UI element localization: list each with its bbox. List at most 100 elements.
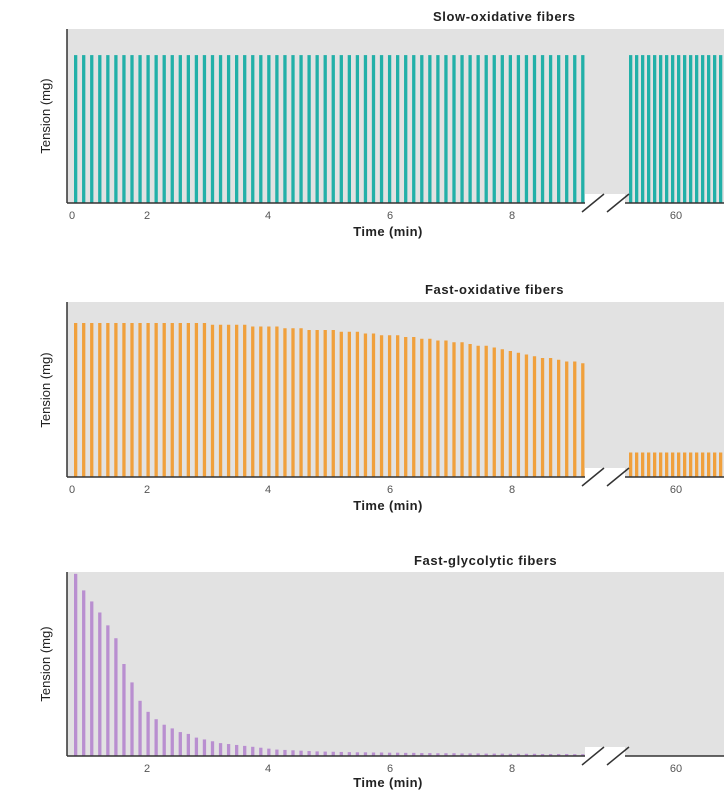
bar	[371, 333, 376, 477]
bar	[315, 751, 319, 756]
bar	[635, 452, 639, 477]
bar	[713, 452, 717, 477]
fast-glycolytic-title: Fast-glycolytic fibers	[414, 553, 557, 568]
bar	[331, 55, 335, 203]
bar	[339, 55, 343, 203]
bar	[516, 753, 521, 756]
bar	[235, 55, 239, 203]
bar	[114, 323, 118, 477]
bar	[500, 349, 504, 477]
bar	[218, 324, 223, 477]
bar	[387, 752, 392, 756]
fast-glycolytic-axis-break	[581, 746, 630, 766]
bar	[396, 752, 400, 756]
bar	[420, 338, 424, 477]
bar	[713, 55, 717, 203]
bar	[130, 682, 134, 756]
bar	[283, 55, 287, 203]
bar	[74, 573, 78, 756]
bar	[444, 55, 448, 203]
bar	[347, 331, 351, 477]
bar	[707, 55, 711, 203]
bar	[138, 55, 142, 203]
x-tick-label: 4	[265, 484, 271, 496]
bar	[243, 324, 247, 477]
fast-glycolytic-bars	[74, 573, 585, 756]
bar	[581, 754, 585, 756]
bar	[218, 55, 223, 203]
bar	[683, 452, 687, 477]
bar	[267, 748, 271, 756]
bar	[194, 323, 199, 477]
bar	[106, 323, 110, 477]
bar	[532, 356, 537, 477]
bar	[524, 354, 529, 477]
bar	[573, 361, 577, 477]
bar	[524, 55, 529, 203]
bar	[557, 753, 561, 756]
bar	[404, 337, 408, 477]
bar	[138, 700, 142, 756]
fast-oxidative-title: Fast-oxidative fibers	[425, 282, 564, 297]
bar	[677, 55, 681, 203]
bar	[468, 344, 472, 477]
bar	[291, 328, 295, 477]
bar	[508, 351, 512, 477]
fast-glycolytic-panel: Fast-glycolytic fibers Tension (mg) 2 4 …	[38, 553, 724, 790]
bar	[186, 323, 190, 477]
bar	[323, 751, 327, 756]
bar	[307, 330, 311, 477]
bar	[259, 326, 263, 477]
bar	[98, 612, 102, 756]
bar	[275, 55, 279, 203]
bar	[492, 753, 496, 756]
fast-oxidative-axis-break	[581, 467, 630, 487]
bar	[683, 55, 687, 203]
bar	[331, 751, 335, 756]
bar	[719, 452, 723, 477]
bar	[122, 55, 126, 203]
bar	[114, 638, 118, 756]
slow-oxidative-ylabel: Tension (mg)	[38, 78, 53, 153]
bar	[226, 324, 231, 477]
bar	[226, 744, 231, 756]
bar	[719, 55, 723, 203]
bar	[299, 328, 303, 477]
fast-oxidative-bars	[74, 323, 723, 477]
fast-glycolytic-plot-background	[67, 572, 724, 756]
bar	[516, 55, 521, 203]
bar	[452, 753, 456, 756]
bar	[460, 55, 464, 203]
x-tick-label: 2	[144, 210, 150, 222]
bar	[581, 55, 585, 203]
bar	[540, 358, 545, 477]
bar	[540, 55, 545, 203]
bar	[484, 753, 488, 756]
bar	[468, 55, 472, 203]
bar	[677, 452, 681, 477]
bar	[404, 752, 408, 756]
bar	[82, 55, 86, 203]
bar	[647, 55, 651, 203]
bar	[524, 753, 529, 756]
bar	[484, 55, 488, 203]
bar	[202, 323, 207, 477]
bar	[436, 340, 440, 477]
x-tick-label: 8	[509, 484, 515, 496]
bar	[154, 323, 158, 477]
fast-glycolytic-xlabel: Time (min)	[353, 775, 423, 790]
x-tick-label: 60	[670, 763, 682, 775]
bar	[532, 753, 537, 756]
bar	[428, 753, 432, 756]
bar	[299, 750, 303, 756]
bar	[251, 55, 255, 203]
bar	[695, 452, 699, 477]
bar	[259, 747, 263, 756]
slow-oxidative-plot-background	[67, 29, 724, 203]
bar	[452, 342, 456, 477]
bar	[689, 452, 693, 477]
fast-glycolytic-x-ticks: 2 4 6 8 60	[144, 763, 682, 775]
bar	[641, 452, 645, 477]
bar	[218, 743, 223, 756]
bar	[653, 55, 657, 203]
